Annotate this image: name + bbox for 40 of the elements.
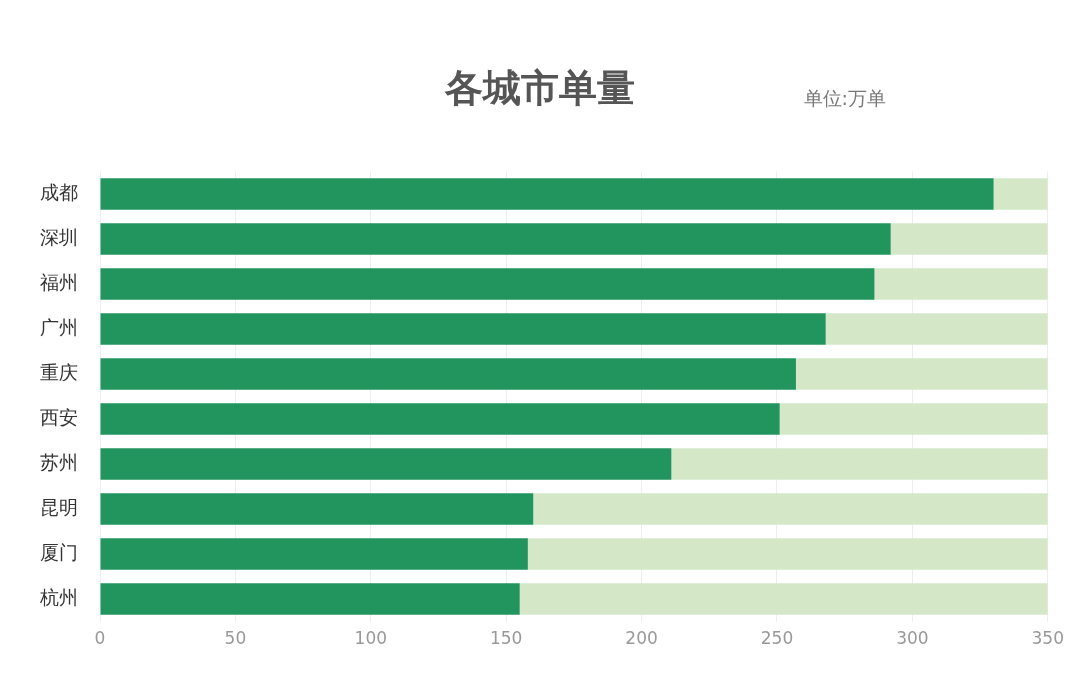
bar (100, 448, 672, 480)
y-tick-label: 成都 (40, 180, 78, 203)
y-tick-label: 广州 (40, 315, 78, 338)
bar (519, 583, 1048, 615)
bar (825, 313, 1048, 345)
bar (100, 268, 875, 300)
bar (100, 403, 780, 435)
y-tick-label: 厦门 (40, 541, 78, 564)
bar (100, 358, 796, 390)
x-tick-label: 250 (760, 628, 794, 649)
y-tick-label: 西安 (40, 405, 78, 428)
x-tick-label: 0 (94, 628, 106, 649)
bar (993, 178, 1048, 210)
y-tick-label: 福州 (40, 270, 78, 293)
y-tick-label: 苏州 (40, 450, 78, 473)
bar (100, 493, 534, 525)
bar (795, 358, 1048, 390)
x-tick-label: 200 (625, 628, 658, 649)
x-tick-label: 100 (354, 628, 388, 649)
bar (533, 493, 1048, 525)
x-tick-label: 50 (224, 628, 247, 649)
x-tick-label: 300 (896, 628, 929, 649)
bar (874, 268, 1048, 300)
x-tick-label: 150 (489, 628, 523, 649)
y-tick-label: 深圳 (40, 225, 78, 248)
chart-subtitle: 单位:万单 (803, 86, 886, 111)
bar (100, 583, 520, 615)
bar (100, 223, 891, 255)
bar (100, 538, 528, 570)
bar (100, 178, 994, 210)
bar (890, 223, 1048, 255)
bar (100, 313, 826, 345)
chart-title: 各城市单量 (445, 66, 635, 110)
bar (779, 403, 1048, 435)
bar (527, 538, 1048, 570)
bar (671, 448, 1048, 480)
y-tick-label: 昆明 (40, 495, 78, 518)
x-tick-label: 350 (1031, 628, 1064, 649)
y-tick-label: 杭州 (39, 586, 78, 609)
y-tick-label: 重庆 (40, 360, 78, 383)
